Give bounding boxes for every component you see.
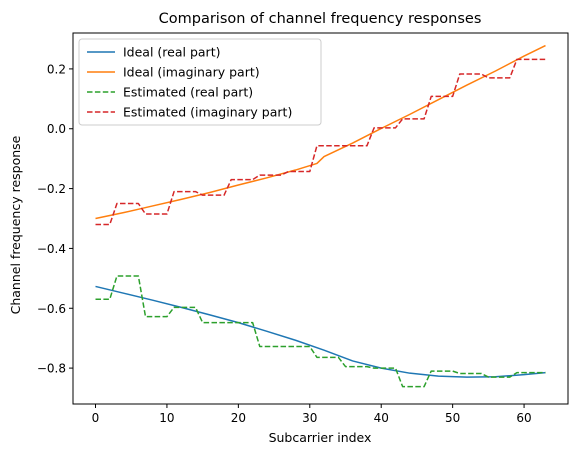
y-tick-label: 0.0 [47,122,66,136]
x-tick-label: 60 [516,411,531,425]
y-tick-label: −0.4 [37,242,66,256]
plot-area [72,32,569,405]
series-line-2 [95,44,546,220]
chart-title: Comparison of channel frequency response… [159,11,482,27]
legend-label-2: Ideal (imaginary part) [123,65,260,80]
axes-frame [72,32,569,405]
y-tick-label: −0.2 [37,182,66,196]
y-tick-label: −0.6 [37,302,66,316]
series-line-3 [95,275,546,388]
legend: Ideal (real part) Ideal (imaginary part) E… [78,38,322,126]
x-tick-label: 20 [231,411,246,425]
x-axis-ticks: 0 10 20 30 40 50 60 [92,404,532,425]
y-axis-label: Channel frequency response [8,135,23,314]
y-tick-label: 0.2 [47,62,66,76]
legend-label-3: Estimated (real part) [123,85,253,100]
y-tick-label: −0.8 [37,362,66,376]
x-tick-label: 40 [374,411,389,425]
x-tick-label: 10 [159,411,174,425]
x-tick-label: 50 [445,411,460,425]
x-axis-label: Subcarrier index [269,430,372,445]
y-axis-ticks: −0.8 −0.6 −0.4 −0.2 0.0 0.2 [37,62,73,376]
series-line-1 [95,285,546,378]
x-tick-label: 30 [302,411,317,425]
legend-label-4: Estimated (imaginary part) [123,105,292,120]
series-line-4 [95,58,546,226]
x-tick-label: 0 [92,411,100,425]
legend-label-1: Ideal (real part) [123,45,220,60]
legend-box [78,38,322,126]
